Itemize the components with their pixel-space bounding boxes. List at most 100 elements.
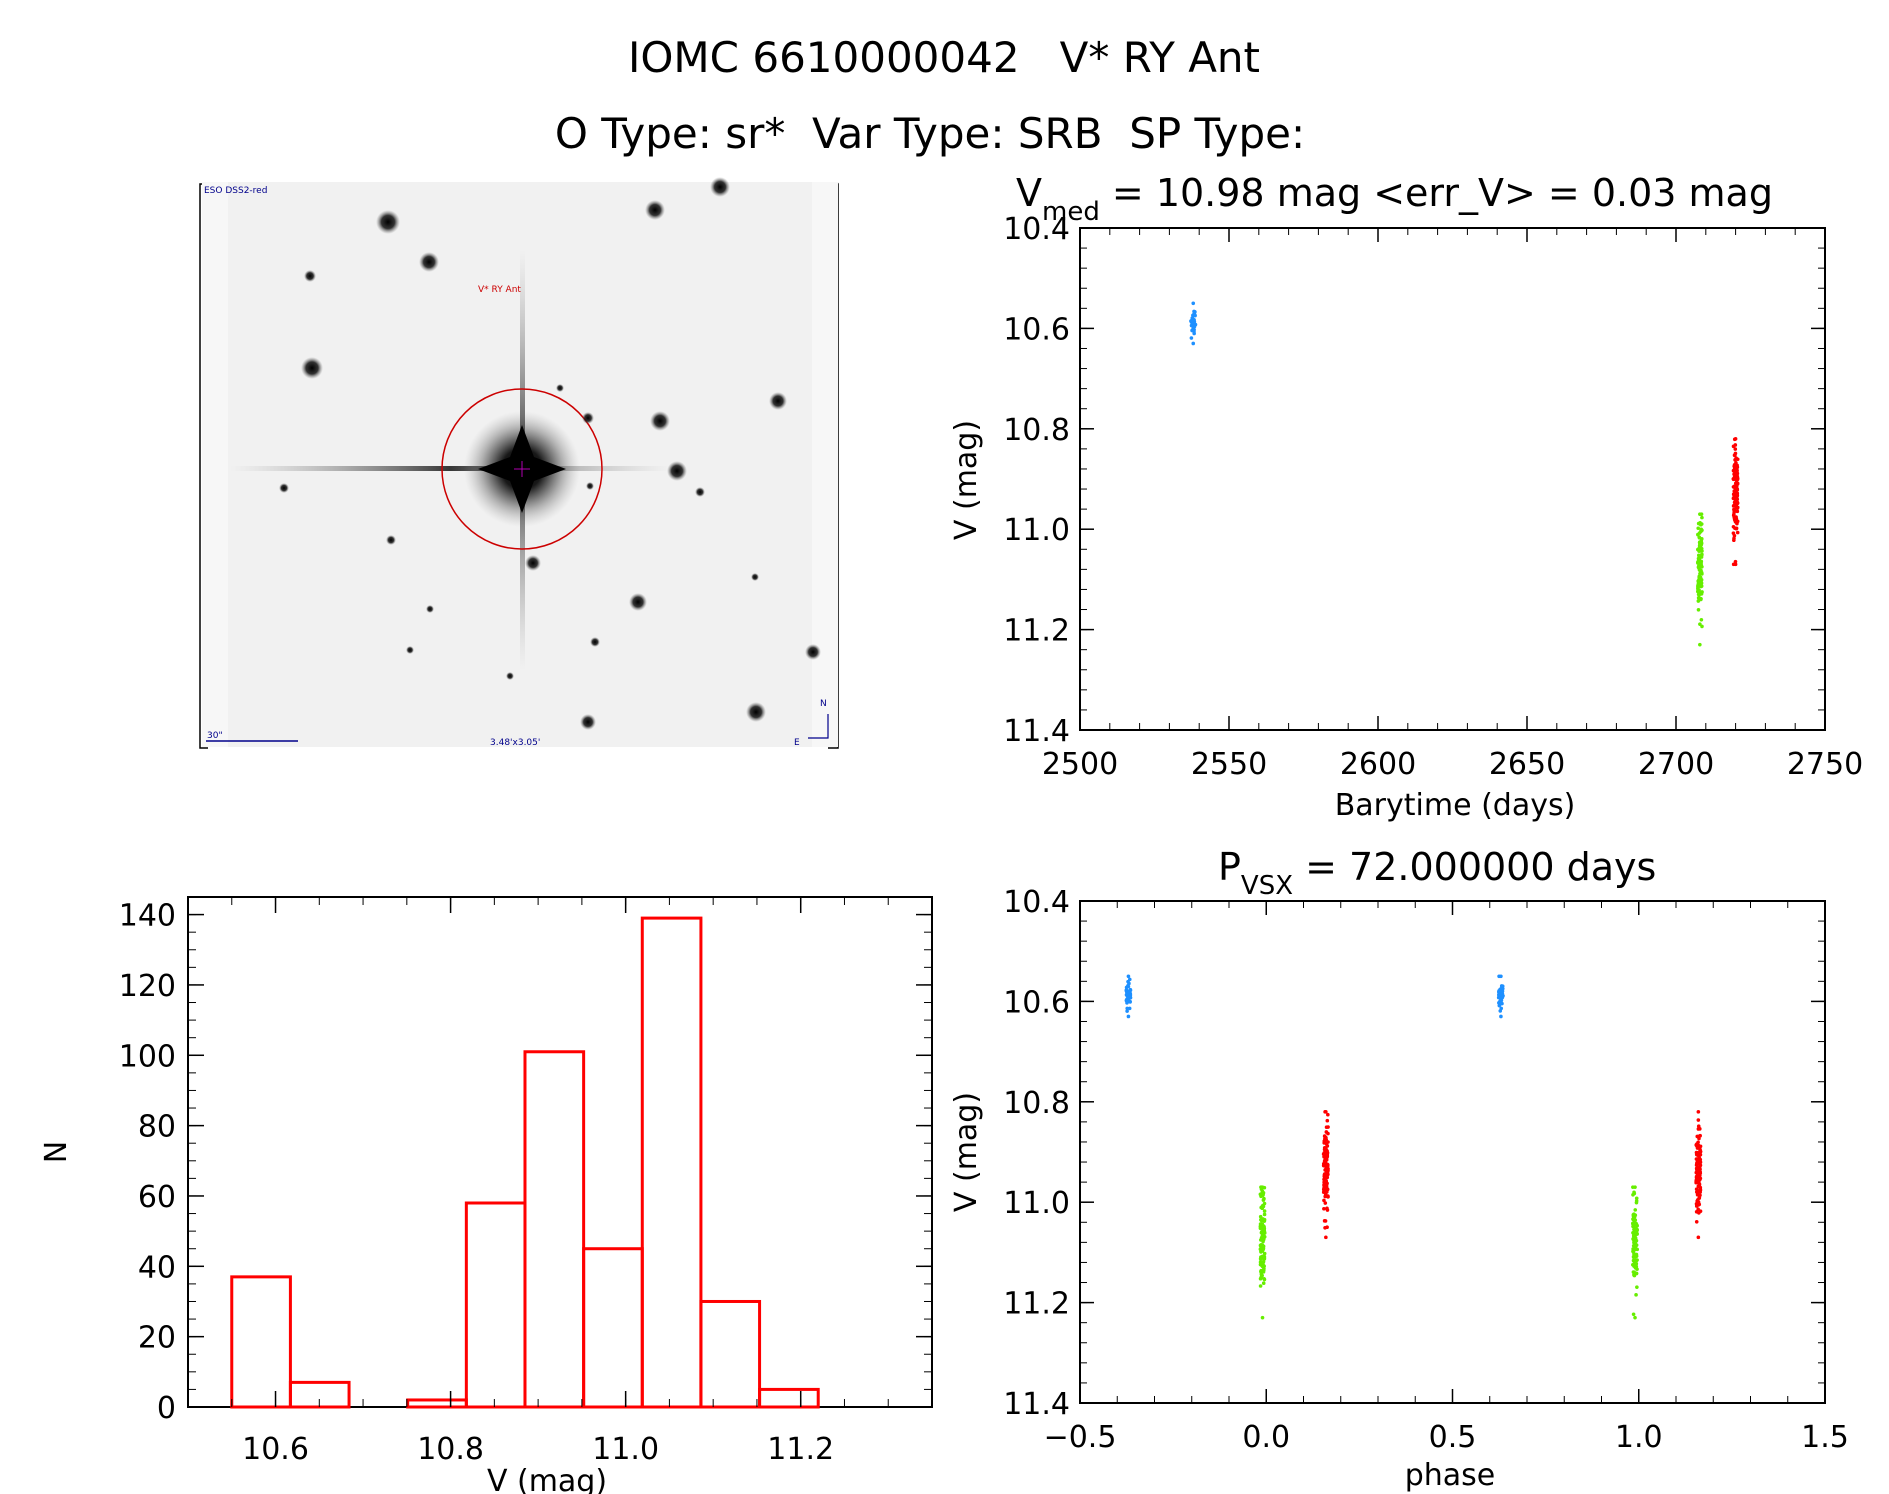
ph-point [1634,1223,1639,1228]
hist-ytick-label: 60 [138,1180,176,1215]
ph-point [1322,1150,1327,1155]
ph-point [1696,1118,1701,1122]
lc-point [1734,484,1739,488]
ph-ylabel: V (mag) [949,1092,984,1212]
ph-point [1322,1183,1326,1187]
lc-point [1696,532,1700,537]
ph-point [1127,1006,1132,1011]
hist-bar [464,1201,527,1409]
ph-point [1634,1229,1639,1234]
ph-point [1697,1164,1702,1169]
lc-point [1735,457,1740,462]
field-star [769,392,787,410]
lc-point [1731,468,1736,473]
hist-ytick-label: 20 [138,1321,176,1356]
lc-point [1735,481,1740,486]
hist-ticks: 10.6 10.8 11.0 11.2 0 20 40 60 80 100 120 140 [119,896,933,1467]
lc-point [1733,451,1738,456]
lc-point [1697,563,1701,568]
hist-xtick-label: 10.6 [242,1432,309,1467]
lc-point [1698,512,1702,516]
lc-xtick-label: 2700 [1638,747,1714,782]
field-star [746,702,766,722]
ph-point [1324,1125,1329,1130]
lc-point [1732,510,1736,514]
hist-bar [406,1398,468,1409]
field-star [419,252,439,272]
ph-point [1698,1187,1702,1192]
lc-point [1732,462,1737,467]
hist-bar [758,1387,820,1409]
lc-point [1700,549,1704,553]
compass-icon [808,714,829,739]
field-star [386,535,396,545]
field-star [645,200,665,220]
ph-point [1499,1014,1503,1019]
field-star [590,637,600,647]
lc-point [1697,568,1702,572]
lc-point [1733,559,1738,564]
lc-point [1735,468,1739,473]
light-curve-chart: Vmed = 10.98 mag <err_V> = 0.03 mag 2500… [949,171,1863,823]
finder-left-strip [202,182,228,747]
ph-point [1261,1256,1266,1261]
ph-point [1324,1179,1328,1184]
lc-point [1697,556,1702,560]
ph-point [1124,998,1129,1003]
lc-point [1697,549,1701,553]
ph-point [1326,1194,1330,1198]
lc-point [1733,520,1738,524]
field-star [279,483,289,493]
finder-right-strip [812,182,838,747]
lc-xtick-label: 2750 [1787,747,1863,782]
ph-point [1695,1142,1699,1146]
ph-point [1694,1180,1698,1185]
ph-point [1322,1219,1327,1223]
ph-point [1258,1243,1263,1248]
hist-ytick-label: 140 [119,899,176,934]
lc-title: Vmed = 10.98 mag <err_V> = 0.03 mag [1016,171,1773,227]
hist-bar [640,916,703,1409]
ph-xtick-label: 1.5 [1801,1420,1849,1455]
ph-point [1261,1192,1265,1197]
field-star [376,210,400,234]
lc-point [1700,624,1704,629]
hist-xtick-label: 11.0 [592,1432,659,1467]
ph-point [1258,1192,1263,1197]
lc-point [1732,495,1736,500]
lc-ytick-label: 11.0 [1003,513,1070,548]
field-star [301,357,323,379]
field-stars [279,177,821,730]
ph-xtick-label: 1.0 [1615,1420,1663,1455]
field-star [304,270,316,282]
lc-point [1735,474,1740,479]
phase-curve-chart: PVSX = 72.000000 days −0.5 0.0 0.5 1.0 1.5 10… [949,845,1849,1493]
lc-point [1734,526,1739,531]
lc-point [1735,465,1740,469]
hist-ytick-label: 120 [119,969,176,1004]
lc-point [1735,506,1740,510]
ph-point [1631,1243,1636,1248]
field-star [695,487,705,497]
ph-title-main: P [1218,845,1241,889]
lc-ytick-label: 10.8 [1003,413,1070,448]
ph-point [1633,1218,1637,1222]
lc-title-main: V [1016,171,1042,215]
lc-point [1696,526,1701,531]
ph-point [1258,1257,1263,1261]
hist-ytick-label: 80 [138,1110,176,1145]
ph-point [1698,1150,1703,1154]
ph-point [1324,1110,1328,1114]
lc-point [1735,509,1740,514]
figure-title-line2: O Type: sr* Var Type: SRB SP Type: [555,109,1305,158]
lc-point [1700,590,1704,594]
ph-point [1259,1262,1264,1267]
finder-chart: ESO DSS2-red V* RY Ant 30" 3.48'x3.05' N… [199,177,839,749]
lc-point [1699,580,1703,585]
lc-point [1189,336,1194,340]
ph-point [1262,1219,1267,1223]
ph-point [1633,1185,1637,1189]
lc-point [1696,599,1701,603]
ph-point [1634,1200,1639,1205]
